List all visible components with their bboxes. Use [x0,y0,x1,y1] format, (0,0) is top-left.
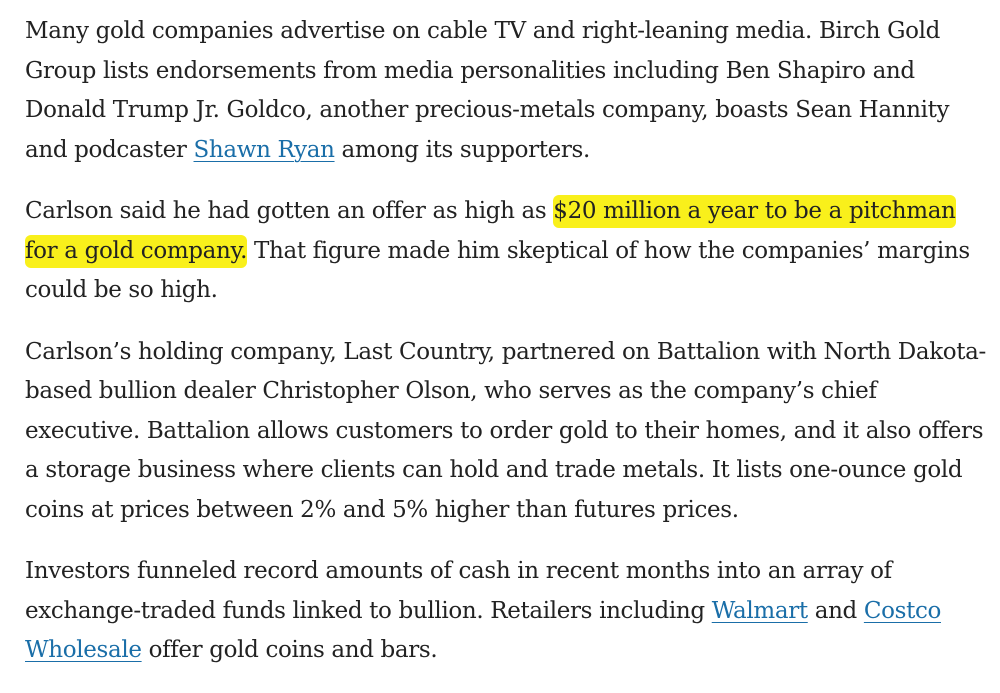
paragraph-carlson-offer: Carlson said he had gotten an offer as h… [25,192,990,311]
paragraph-battalion: Carlson’s holding company, Last Country,… [25,333,990,531]
link-costco-wholesale[interactable]: Costco Wholesale [25,597,941,664]
article-body: Many gold companies advertise on cable T… [25,12,990,693]
paragraph-text: and [807,597,864,624]
paragraph-text: Carlson’s holding company, Last Country,… [25,338,986,523]
paragraph-text: among its supporters. [334,136,591,163]
paragraph-text: offer gold coins and bars. [141,637,438,663]
paragraph-text: That figure made him skeptical of how th… [25,237,970,304]
paragraph-investors: Investors funneled record amounts of cas… [25,552,990,671]
paragraph-text: Many gold companies advertise on cable T… [25,18,950,163]
link-walmart[interactable]: Walmart [711,597,808,624]
paragraph-text: Investors funneled record amounts of cas… [25,558,892,624]
paragraph-endorsements: Many gold companies advertise on cable T… [25,12,990,170]
link-shawn-ryan[interactable]: Shawn Ryan [193,136,335,163]
paragraph-text: Carlson said he had gotten an offer as h… [25,198,554,224]
